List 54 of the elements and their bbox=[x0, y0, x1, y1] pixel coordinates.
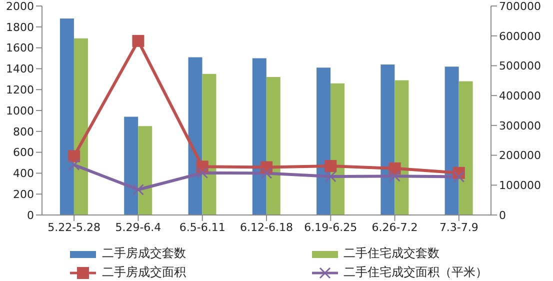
y-tick-label: 400 bbox=[13, 167, 34, 180]
y2-tick-label: 700000 bbox=[499, 0, 541, 13]
point bbox=[389, 170, 401, 182]
point bbox=[68, 159, 80, 171]
x-tick-label: 7.3-7.9 bbox=[439, 220, 478, 234]
legend-label: 二手住宅成交套数 bbox=[344, 245, 440, 262]
point bbox=[68, 150, 80, 162]
y-tick-label: 1800 bbox=[6, 20, 34, 34]
legend-label: 二手房成交面积 bbox=[102, 264, 186, 281]
legend-label: 二手房成交套数 bbox=[102, 245, 186, 262]
y2-tick-label: 400000 bbox=[499, 89, 541, 102]
point bbox=[132, 184, 144, 196]
bar bbox=[266, 77, 280, 215]
x-tick-label: 6.19-6.25 bbox=[304, 220, 358, 234]
bar bbox=[252, 58, 266, 215]
y-tick-label: 200 bbox=[13, 188, 34, 202]
bar bbox=[316, 68, 331, 215]
y2-tick-label: 0 bbox=[499, 208, 506, 222]
point bbox=[260, 167, 272, 179]
y-tick-label: 1000 bbox=[6, 104, 34, 118]
bar bbox=[60, 18, 74, 215]
y2-tick-label: 600000 bbox=[499, 30, 541, 43]
bar bbox=[444, 66, 459, 215]
x-tick-label: 5.29-6.4 bbox=[115, 220, 162, 234]
point bbox=[453, 171, 465, 183]
bar bbox=[74, 38, 88, 215]
y-tick-label: 1400 bbox=[6, 62, 34, 76]
bar bbox=[330, 83, 345, 215]
x-tick-label: 6.5-6.11 bbox=[179, 220, 226, 234]
bar bbox=[394, 80, 409, 215]
bar bbox=[124, 116, 138, 215]
y-tick-label: 1200 bbox=[6, 84, 34, 97]
bar bbox=[380, 64, 395, 215]
bar bbox=[202, 74, 216, 215]
x-tick-label: 6.12-6.18 bbox=[240, 220, 293, 234]
point bbox=[132, 34, 144, 47]
y2-tick-label: 300000 bbox=[499, 119, 541, 132]
y-tick-label: 0 bbox=[27, 208, 34, 222]
bar bbox=[138, 126, 152, 215]
y2-tick-label: 100000 bbox=[499, 179, 541, 192]
x-tick-label: 5.22-5.28 bbox=[48, 220, 101, 234]
y-tick-label: 600 bbox=[13, 146, 34, 160]
point bbox=[324, 170, 336, 182]
y-tick-label: 2000 bbox=[6, 0, 34, 13]
bar bbox=[188, 57, 202, 215]
bar bbox=[458, 81, 473, 215]
y2-tick-label: 500000 bbox=[499, 60, 541, 73]
x-tick-label: 6.26-7.2 bbox=[372, 220, 418, 234]
point bbox=[324, 160, 337, 172]
y-tick-label: 1600 bbox=[6, 42, 34, 55]
legend-label: 二手住宅成交面积（平米） bbox=[344, 264, 488, 281]
y2-tick-label: 200000 bbox=[499, 149, 541, 162]
point bbox=[196, 167, 208, 179]
y-tick-label: 800 bbox=[13, 125, 34, 138]
